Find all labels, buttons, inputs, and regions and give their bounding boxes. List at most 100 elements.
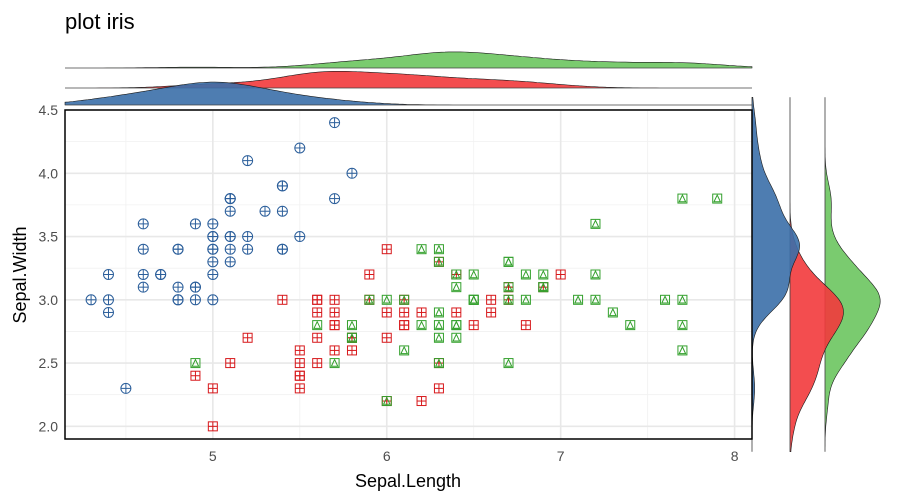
data-point	[433, 358, 444, 369]
data-point	[503, 294, 514, 305]
data-point	[329, 117, 341, 129]
data-point	[433, 307, 444, 318]
data-point	[590, 218, 601, 229]
data-point	[433, 332, 444, 343]
y-tick-label: 4.5	[39, 102, 59, 118]
data-point	[346, 345, 357, 356]
data-point	[137, 218, 149, 230]
data-point	[102, 269, 114, 280]
data-point	[312, 307, 323, 318]
y-tick-label: 2.5	[39, 355, 59, 371]
grid	[65, 109, 752, 439]
data-point	[573, 294, 584, 305]
data-point	[677, 294, 688, 305]
data-point	[329, 345, 340, 356]
data-point	[677, 193, 688, 204]
data-point	[294, 358, 305, 369]
data-point	[224, 256, 236, 268]
data-point	[207, 243, 219, 255]
data-point	[190, 370, 201, 381]
data-point	[137, 281, 149, 293]
data-point	[294, 370, 305, 381]
data-point	[520, 294, 531, 305]
data-point	[555, 269, 566, 280]
data-point	[433, 383, 444, 394]
data-point	[294, 383, 305, 394]
chart-title: plot iris	[65, 9, 135, 34]
x-axis-title: Sepal.Length	[355, 471, 461, 491]
data-point	[172, 281, 184, 293]
data-point	[451, 307, 462, 318]
data-point	[224, 205, 236, 217]
x-tick-label: 8	[731, 448, 739, 464]
data-point	[468, 294, 479, 305]
data-point	[346, 167, 358, 179]
data-point	[294, 231, 306, 243]
data-point	[276, 180, 288, 192]
data-point	[381, 294, 392, 305]
right-density-curve	[824, 97, 881, 452]
data-point	[190, 358, 201, 369]
data-point	[102, 294, 114, 306]
data-point	[312, 294, 323, 305]
data-point	[364, 294, 375, 305]
data-point	[155, 269, 167, 280]
data-point	[399, 307, 410, 318]
data-point	[590, 294, 601, 305]
data-point	[538, 269, 549, 280]
data-point	[137, 269, 149, 280]
top-density-curve	[65, 71, 752, 89]
data-point	[207, 218, 219, 230]
data-point	[294, 345, 305, 356]
y-axis-ticks: 2.0 2.5 3.0 3.5 4.0 4.5	[39, 102, 59, 434]
y-axis-title: Sepal.Width	[10, 226, 30, 323]
data-point	[137, 243, 149, 255]
data-point	[276, 205, 288, 217]
data-point	[189, 281, 201, 293]
y-tick-label: 3.5	[39, 229, 59, 245]
x-tick-label: 7	[557, 448, 565, 464]
data-point	[607, 307, 618, 318]
data-point	[242, 155, 254, 167]
y-tick-label: 2.0	[39, 418, 59, 434]
y-tick-label: 4.0	[39, 165, 59, 181]
data-point	[189, 218, 201, 230]
data-point	[520, 269, 531, 280]
data-point	[468, 269, 479, 280]
data-point	[381, 307, 392, 318]
y-tick-label: 3.0	[39, 292, 59, 308]
data-point	[207, 421, 218, 432]
data-point	[224, 193, 236, 205]
data-point	[433, 256, 444, 267]
data-point	[172, 294, 184, 306]
data-point	[120, 382, 132, 394]
data-point	[189, 294, 201, 306]
data-point	[416, 396, 427, 407]
top-marginal-density	[64, 51, 753, 106]
data-point	[503, 256, 514, 267]
data-point	[416, 307, 427, 318]
data-point	[225, 358, 236, 369]
x-axis-ticks: 5 6 7 8	[209, 448, 739, 464]
data-point	[399, 294, 410, 305]
data-point	[486, 307, 497, 318]
data-point	[312, 358, 323, 369]
data-point	[660, 294, 671, 305]
data-point	[451, 282, 462, 293]
data-point	[468, 320, 479, 331]
data-point	[329, 294, 340, 305]
data-point	[242, 332, 253, 343]
data-point	[346, 332, 357, 343]
data-point	[712, 193, 723, 204]
data-point	[416, 244, 427, 255]
data-point	[242, 243, 254, 255]
data-point	[329, 358, 340, 369]
data-point	[503, 282, 514, 293]
data-point	[433, 320, 444, 331]
data-point	[381, 396, 392, 407]
data-points	[85, 117, 723, 432]
data-point	[207, 231, 219, 243]
data-point	[625, 320, 636, 331]
